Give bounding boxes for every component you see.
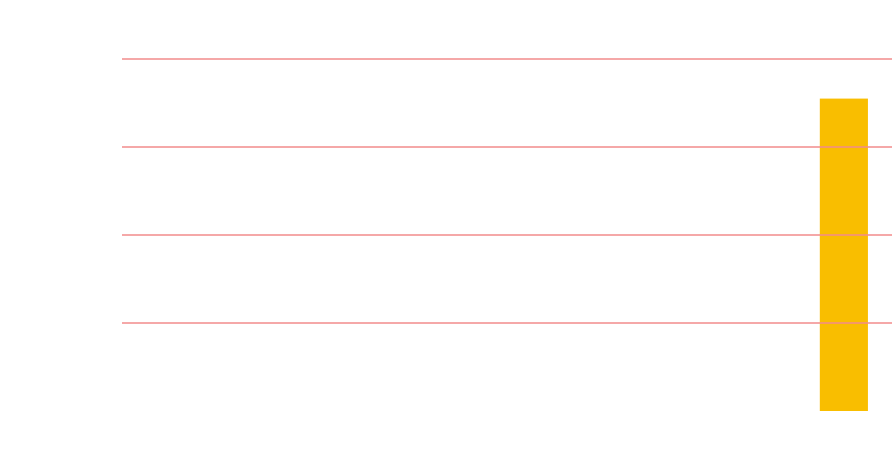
bar <box>819 98 868 411</box>
